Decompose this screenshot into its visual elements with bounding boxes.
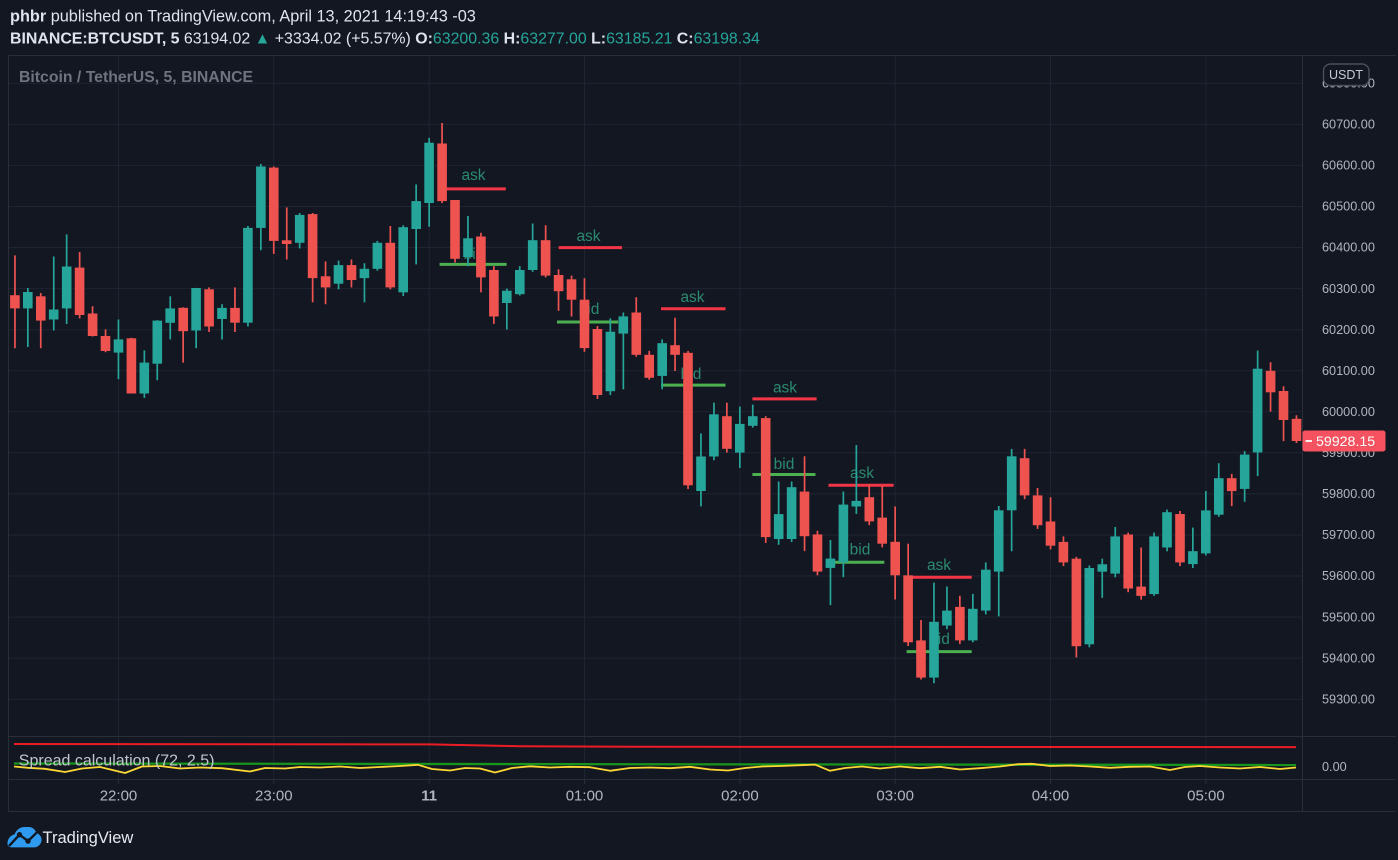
svg-text:60500.00: 60500.00: [1322, 200, 1375, 214]
svg-text:22:00: 22:00: [100, 788, 138, 805]
svg-text:ask: ask: [461, 167, 485, 184]
svg-text:05:00: 05:00: [1187, 788, 1225, 805]
svg-text:bid: bid: [774, 456, 795, 473]
svg-text:60700.00: 60700.00: [1322, 118, 1375, 132]
svg-text:01:00: 01:00: [566, 788, 604, 805]
svg-text:ask: ask: [773, 380, 797, 397]
svg-text:phbr published on TradingView.: phbr published on TradingView.com, April…: [10, 8, 476, 26]
svg-text:59400.00: 59400.00: [1322, 651, 1375, 665]
svg-text:11: 11: [421, 788, 437, 805]
svg-text:23:00: 23:00: [255, 788, 293, 805]
svg-text:02:00: 02:00: [721, 788, 759, 805]
svg-text:Spread calculation (72, 2.5): Spread calculation (72, 2.5): [19, 753, 215, 770]
svg-text:ask: ask: [680, 289, 704, 306]
svg-text:60300.00: 60300.00: [1322, 282, 1375, 296]
svg-text:60100.00: 60100.00: [1322, 364, 1375, 378]
svg-text:ask: ask: [927, 557, 951, 574]
svg-text:ask: ask: [576, 228, 600, 245]
svg-text:59928.15: 59928.15: [1316, 434, 1375, 450]
svg-text:Bitcoin / TetherUS, 5, BINANCE: Bitcoin / TetherUS, 5, BINANCE: [19, 69, 253, 86]
svg-text:59300.00: 59300.00: [1322, 692, 1375, 706]
svg-text:59600.00: 59600.00: [1322, 569, 1375, 583]
svg-text:60400.00: 60400.00: [1322, 241, 1375, 255]
svg-text:BINANCE:BTCUSDT, 5 63194.02 ▲: BINANCE:BTCUSDT, 5 63194.02 ▲ +3334.02 (…: [10, 31, 760, 48]
svg-text:59800.00: 59800.00: [1322, 487, 1375, 501]
svg-text:ask: ask: [850, 465, 874, 482]
svg-text:60000.00: 60000.00: [1322, 405, 1375, 419]
svg-text:bid: bid: [850, 542, 871, 559]
svg-text:60600.00: 60600.00: [1322, 159, 1375, 173]
svg-text:04:00: 04:00: [1032, 788, 1070, 805]
svg-text:59700.00: 59700.00: [1322, 528, 1375, 542]
svg-text:59500.00: 59500.00: [1322, 610, 1375, 624]
svg-text:0.00: 0.00: [1322, 760, 1347, 774]
svg-text:03:00: 03:00: [876, 788, 914, 805]
svg-text:60200.00: 60200.00: [1322, 323, 1375, 337]
svg-text:USDT: USDT: [1329, 68, 1363, 82]
svg-text:TradingView: TradingView: [43, 829, 134, 847]
